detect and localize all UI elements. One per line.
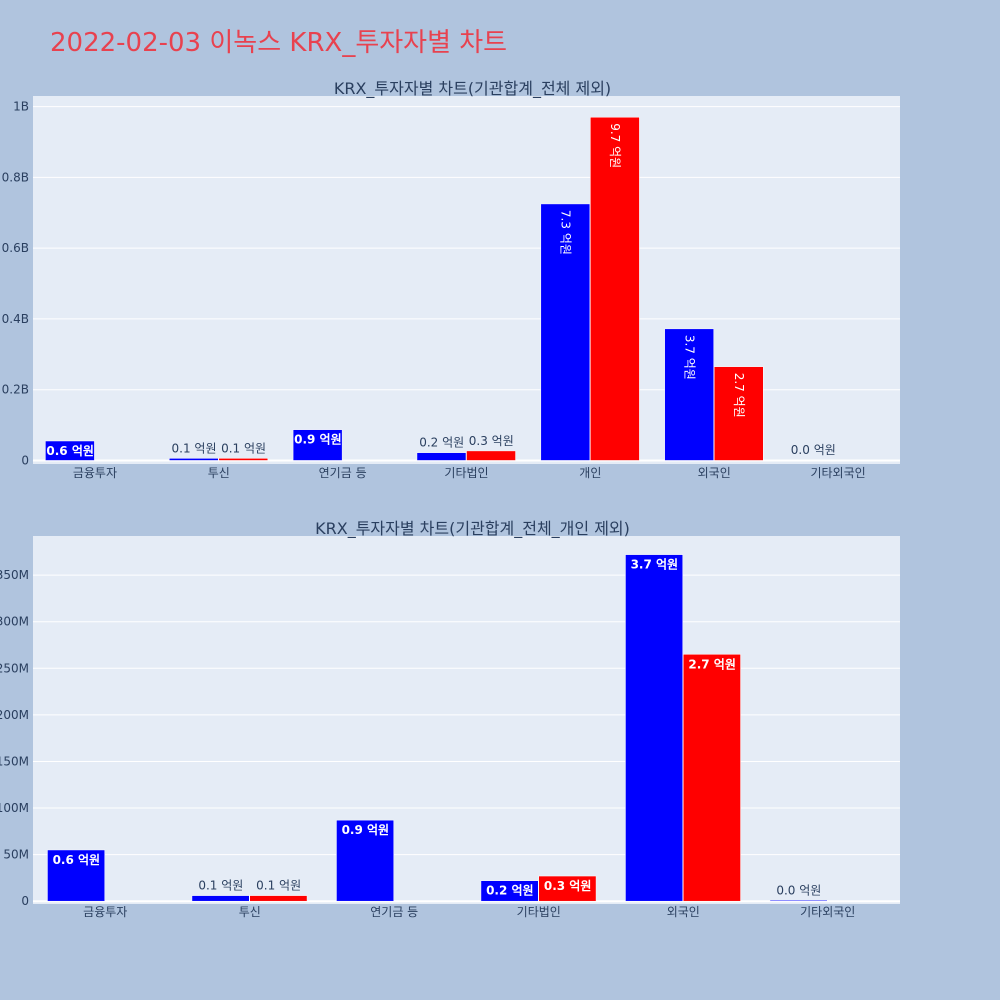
x-tick-label: 개인 — [579, 466, 601, 480]
bar — [249, 895, 308, 902]
y-tick-label: 0.8B — [2, 170, 29, 184]
bar-data-label: 0.1 억원 — [221, 441, 266, 455]
bar — [218, 458, 269, 461]
bar — [590, 116, 640, 461]
bar-data-label: 3.7 억원 — [631, 558, 679, 572]
bar-data-label: 2.7 억원 — [732, 373, 746, 418]
bar-data-label: 0.1 억원 — [256, 879, 301, 893]
bar-data-label: 7.3 억원 — [559, 210, 573, 255]
bar — [191, 895, 250, 902]
plot-area — [33, 96, 900, 464]
x-tick-label: 투신 — [208, 466, 230, 480]
y-tick-label: 0.6B — [2, 241, 29, 255]
bar-data-label: 0.1 억원 — [198, 879, 243, 893]
bar — [47, 849, 105, 902]
bar — [480, 880, 539, 902]
chart-panel-top: 0 0.2B 0.4B 0.6B 0.8B 1B KRX_투자자별 차트(기관합계_전체 제… — [2, 79, 900, 480]
x-tick-label: 투신 — [239, 905, 261, 919]
bar-data-label: 0.0 억원 — [791, 443, 836, 457]
page-title: 2022-02-03 이녹스 KRX_투자자별 차트 — [50, 28, 508, 58]
bar — [540, 203, 591, 461]
bar — [416, 452, 467, 461]
bar — [683, 654, 741, 902]
chart-panel-bottom: 0 50M 100M 150M 200M 250M 300M 350M KRX_투자자별 차트(… — [0, 519, 900, 919]
bar-data-label: 9.7 억원 — [608, 123, 622, 168]
bar — [336, 819, 395, 902]
plot-area — [33, 536, 900, 904]
y-tick-label: 1B — [13, 100, 29, 114]
bar — [45, 440, 95, 461]
bar — [664, 328, 714, 461]
x-tick-label: 외국인 — [698, 466, 731, 480]
bar — [292, 429, 343, 461]
bar — [713, 366, 764, 461]
y-tick-label: 250M — [0, 661, 29, 675]
x-tick-label: 기타법인 — [444, 466, 488, 480]
bar-data-label: 0.6 억원 — [46, 444, 94, 458]
bar — [168, 458, 219, 461]
x-tick-label: 외국인 — [667, 905, 700, 919]
bar-data-label: 0.9 억원 — [342, 823, 390, 837]
bar-data-label: 0.9 억원 — [294, 433, 342, 447]
y-tick-label: 350M — [0, 568, 29, 582]
bar — [769, 900, 828, 902]
bar-data-label: 0.6 억원 — [53, 853, 101, 867]
bar-data-label: 0.1 억원 — [172, 441, 217, 455]
bar-data-label: 0.0 억원 — [776, 883, 821, 897]
y-tick-label: 300M — [0, 615, 29, 629]
y-tick-label: 200M — [0, 708, 29, 722]
bar-data-label: 0.3 억원 — [469, 434, 514, 448]
bar — [625, 554, 684, 902]
y-tick-label: 0.2B — [2, 383, 29, 397]
y-tick-label: 0 — [21, 894, 29, 908]
x-tick-label: 금융투자 — [73, 466, 117, 480]
chart-title: KRX_투자자별 차트(기관합계_전체_개인 제외) — [315, 519, 630, 539]
chart-title: KRX_투자자별 차트(기관합계_전체 제외) — [334, 79, 611, 99]
y-tick-label: 50M — [3, 848, 29, 862]
x-tick-label: 금융투자 — [83, 905, 127, 919]
x-tick-label: 연기금 등 — [370, 905, 418, 919]
y-tick-label: 150M — [0, 754, 29, 768]
bar-data-label: 3.7 억원 — [682, 335, 696, 380]
x-tick-label: 기타외국인 — [810, 466, 865, 480]
y-tick-label: 0 — [21, 453, 29, 467]
bar — [538, 875, 597, 902]
bar — [466, 450, 516, 461]
bar-data-label: 0.3 억원 — [544, 879, 592, 893]
y-tick-label: 0.4B — [2, 312, 29, 326]
x-tick-label: 기타외국인 — [800, 905, 855, 919]
bar-data-label: 0.2 억원 — [419, 436, 464, 450]
y-tick-label: 100M — [0, 801, 29, 815]
bar-data-label: 0.2 억원 — [486, 884, 534, 898]
x-tick-label: 기타법인 — [517, 905, 561, 919]
bar-data-label: 2.7 억원 — [688, 657, 736, 671]
x-tick-label: 연기금 등 — [319, 466, 367, 480]
